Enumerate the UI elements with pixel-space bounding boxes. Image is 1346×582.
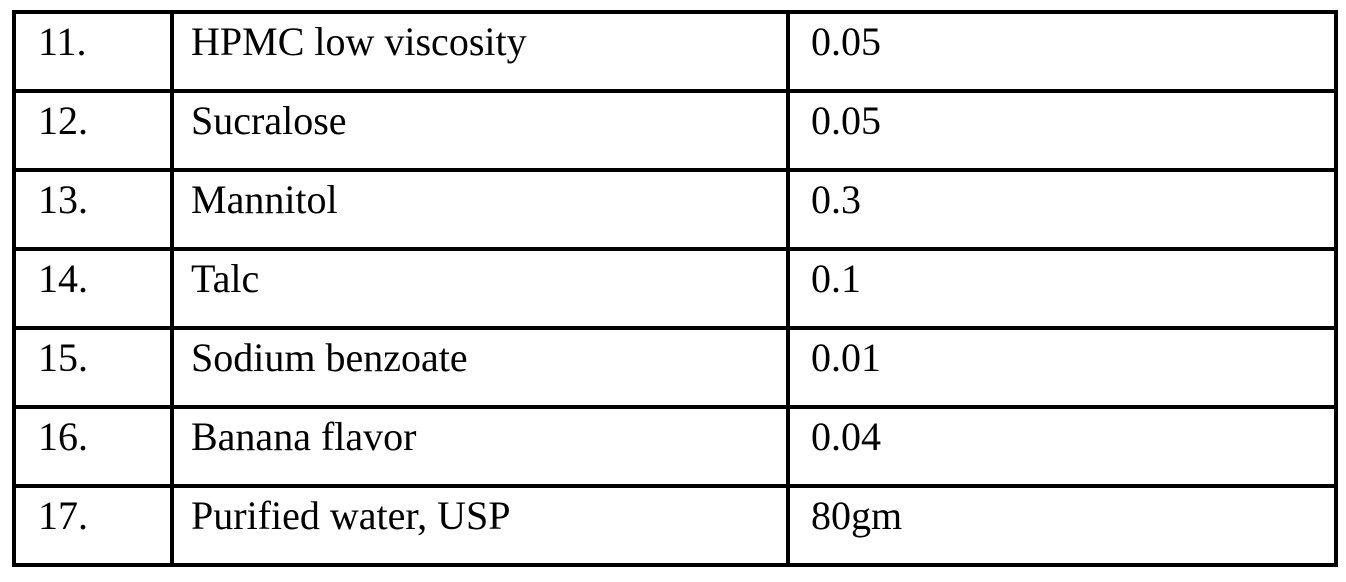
row-number-cell: 16. (12, 405, 174, 488)
table-row: 15. Sodium benzoate 0.01 (12, 326, 1338, 409)
quantity-cell: 80gm (786, 484, 1338, 567)
quantity-cell: 0.1 (786, 247, 1338, 330)
ingredient-name-cell: Banana flavor (170, 405, 790, 488)
ingredients-table-body: 11. HPMC low viscosity 0.05 12. Sucralos… (12, 10, 1338, 567)
ingredient-name-cell: Mannitol (170, 168, 790, 251)
ingredient-name-cell: Purified water, USP (170, 484, 790, 567)
table-row: 14. Talc 0.1 (12, 247, 1338, 330)
row-number-cell: 13. (12, 168, 174, 251)
row-number-cell: 11. (12, 10, 174, 93)
quantity-cell: 0.3 (786, 168, 1338, 251)
table-row: 12. Sucralose 0.05 (12, 89, 1338, 172)
row-number-cell: 17. (12, 484, 174, 567)
ingredient-name-cell: Sodium benzoate (170, 326, 790, 409)
quantity-cell: 0.05 (786, 10, 1338, 93)
ingredient-name-cell: Sucralose (170, 89, 790, 172)
table-row: 13. Mannitol 0.3 (12, 168, 1338, 251)
quantity-cell: 0.05 (786, 89, 1338, 172)
row-number-cell: 14. (12, 247, 174, 330)
table-row: 17. Purified water, USP 80gm (12, 484, 1338, 567)
row-number-cell: 12. (12, 89, 174, 172)
table-row: 16. Banana flavor 0.04 (12, 405, 1338, 488)
quantity-cell: 0.01 (786, 326, 1338, 409)
ingredient-name-cell: Talc (170, 247, 790, 330)
quantity-cell: 0.04 (786, 405, 1338, 488)
row-number-cell: 15. (12, 326, 174, 409)
ingredients-table: 11. HPMC low viscosity 0.05 12. Sucralos… (12, 10, 1338, 567)
ingredient-name-cell: HPMC low viscosity (170, 10, 790, 93)
table-row: 11. HPMC low viscosity 0.05 (12, 10, 1338, 93)
